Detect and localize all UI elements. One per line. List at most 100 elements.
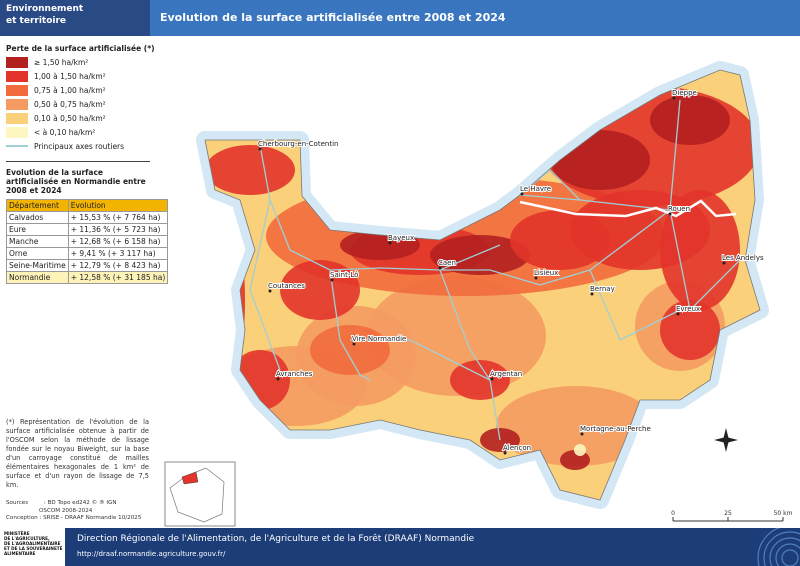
legend-label: 1,00 à 1,50 ha/km² — [34, 71, 106, 81]
density-zone — [310, 325, 390, 375]
ministry-line: ET DE LA SOUVERAINETÉ — [4, 546, 63, 551]
legend-label: < à 0,10 ha/km² — [34, 127, 96, 137]
table-cell: + 15,53 % (+ 7 764 ha) — [67, 211, 169, 224]
table-cell: + 12,68 % (+ 6 158 ha) — [67, 235, 169, 248]
table-row: Calvados + 15,53 % (+ 7 764 ha) — [6, 211, 169, 224]
footer-url: http://draaf.normandie.agriculture.gouv.… — [77, 550, 226, 558]
city-dot — [520, 192, 524, 196]
compass — [714, 428, 738, 452]
density-zone — [496, 386, 656, 466]
legend-label: Principaux axes routiers — [34, 141, 125, 151]
city-dot — [672, 96, 676, 100]
table-cell: Normandie — [6, 271, 69, 284]
legend-item: 0,10 à 0,50 ha/km² — [0, 111, 156, 125]
city-dot — [722, 261, 726, 265]
legend-item: ≥ 1,50 ha/km² — [0, 55, 156, 69]
city-label: Les Andelys — [722, 254, 764, 262]
footer-org: Direction Régionale de l'Alimentation, d… — [77, 534, 475, 544]
road — [589, 269, 681, 341]
legend-swatch — [6, 84, 28, 96]
table-row: Orne + 9,41 % (+ 3 117 ha) — [6, 247, 169, 260]
road — [249, 199, 281, 371]
city-dot — [258, 147, 262, 151]
ministry-line: DE L'AGROALIMENTAIRE — [4, 541, 61, 546]
ministry-line: MINISTÈRE — [4, 531, 30, 536]
table: Département Evolution Calvados + 15,53 % (+… — [6, 199, 169, 284]
city-dot — [668, 212, 672, 216]
city-dot — [438, 266, 442, 270]
density-zone — [650, 95, 730, 145]
legend-swatch — [6, 112, 28, 124]
city-dot — [590, 292, 594, 296]
density-zone — [280, 260, 360, 320]
ministry: MINISTÈRE DE L'AGRICULTURE, DE L'AGROALIME… — [4, 531, 63, 556]
city-label: Dieppe — [672, 89, 697, 97]
table-cell: + 9,41 % (+ 3 117 ha) — [67, 247, 169, 260]
legend-item: Principaux axes routiers — [0, 139, 156, 153]
city-dot — [580, 432, 584, 436]
road — [439, 269, 501, 441]
section-text: Environnement — [6, 4, 84, 14]
city-dot — [676, 312, 680, 316]
legend-title: Perte de la surface artificialisée (*) — [6, 44, 155, 53]
city-label: Caen — [438, 259, 456, 267]
map: Dieppe Cherbourg-en-Cotentin Le Havre Rouen… — [164, 61, 793, 527]
table-header: Département — [6, 199, 69, 212]
footer-deco — [757, 528, 800, 566]
density-zone — [510, 210, 610, 270]
note: (*) Représentation de l'évolution de la … — [6, 418, 149, 489]
city-dot — [534, 276, 538, 280]
city-label: Bayeux — [388, 234, 414, 242]
table-cell: Seine-Maritime — [6, 259, 69, 272]
road — [350, 339, 491, 381]
legend-swatch — [6, 56, 28, 68]
scale-label: 25 — [724, 510, 732, 517]
region-border — [204, 69, 761, 501]
city-label: Le Havre — [520, 185, 551, 193]
legend-swatch — [6, 126, 28, 138]
sources: Sources : BD Topo ed242 © ® IGN OSCOM 20… — [6, 500, 141, 523]
legend-label: 0,50 à 0,75 ha/km² — [34, 99, 106, 109]
table-cell: Orne — [6, 247, 69, 260]
scale-label: 50 km — [774, 510, 793, 517]
city-dot — [490, 377, 494, 381]
city-label: Cherbourg-en-Cotentin — [258, 140, 338, 148]
city-label: Lisieux — [534, 269, 558, 277]
table-row: Normandie + 12,58 % (+ 31 185 ha) — [6, 271, 169, 284]
table-cell: Manche — [6, 235, 69, 248]
footer: Direction Régionale de l'Alimentation, d… — [65, 528, 800, 566]
city-label: Coutances — [268, 282, 305, 290]
legend-item: 1,00 à 1,50 ha/km² — [0, 69, 156, 83]
sources-label: Sources — [6, 500, 29, 506]
road — [669, 99, 681, 211]
city-label: Mortagne-au-Perche — [580, 425, 651, 433]
legend-label: 0,10 à 0,50 ha/km² — [34, 113, 106, 123]
city-label: Avranches — [276, 370, 313, 378]
city-label: Alençon — [503, 444, 531, 452]
city-dot — [268, 289, 272, 293]
legend-swatch — [6, 98, 28, 110]
density-zone — [550, 130, 650, 190]
title-bar: Evolution de la surface artificialisée e… — [150, 0, 800, 36]
table-row: Seine-Maritime + 12,79 % (+ 8 423 ha) — [6, 259, 169, 272]
density-zone — [340, 230, 420, 260]
table-row: Eure + 11,36 % (+ 5 723 ha) — [6, 223, 169, 236]
density-zone — [430, 235, 530, 275]
legend-item: < à 0,10 ha/km² — [0, 125, 156, 139]
city-dot — [388, 241, 392, 245]
density-zone — [660, 300, 720, 360]
ministry-line: ALIMENTAIRE — [4, 551, 36, 556]
legend-item: 0,50 à 0,75 ha/km² — [0, 97, 156, 111]
density-zone — [205, 145, 295, 195]
table-cell: + 12,58 % (+ 31 185 ha) — [67, 271, 169, 284]
city-dot — [503, 451, 507, 455]
river — [519, 199, 737, 218]
scale-bar: 0 25 50 km — [671, 510, 793, 522]
road — [329, 269, 371, 381]
legend-label: 0,75 à 1,00 ha/km² — [34, 85, 106, 95]
city-label: Evreux — [676, 305, 700, 313]
table-row: Manche + 12,68 % (+ 6 158 ha) — [6, 235, 169, 248]
table-header: Evolution — [67, 199, 169, 212]
density-zone — [574, 444, 586, 456]
road — [440, 209, 671, 286]
